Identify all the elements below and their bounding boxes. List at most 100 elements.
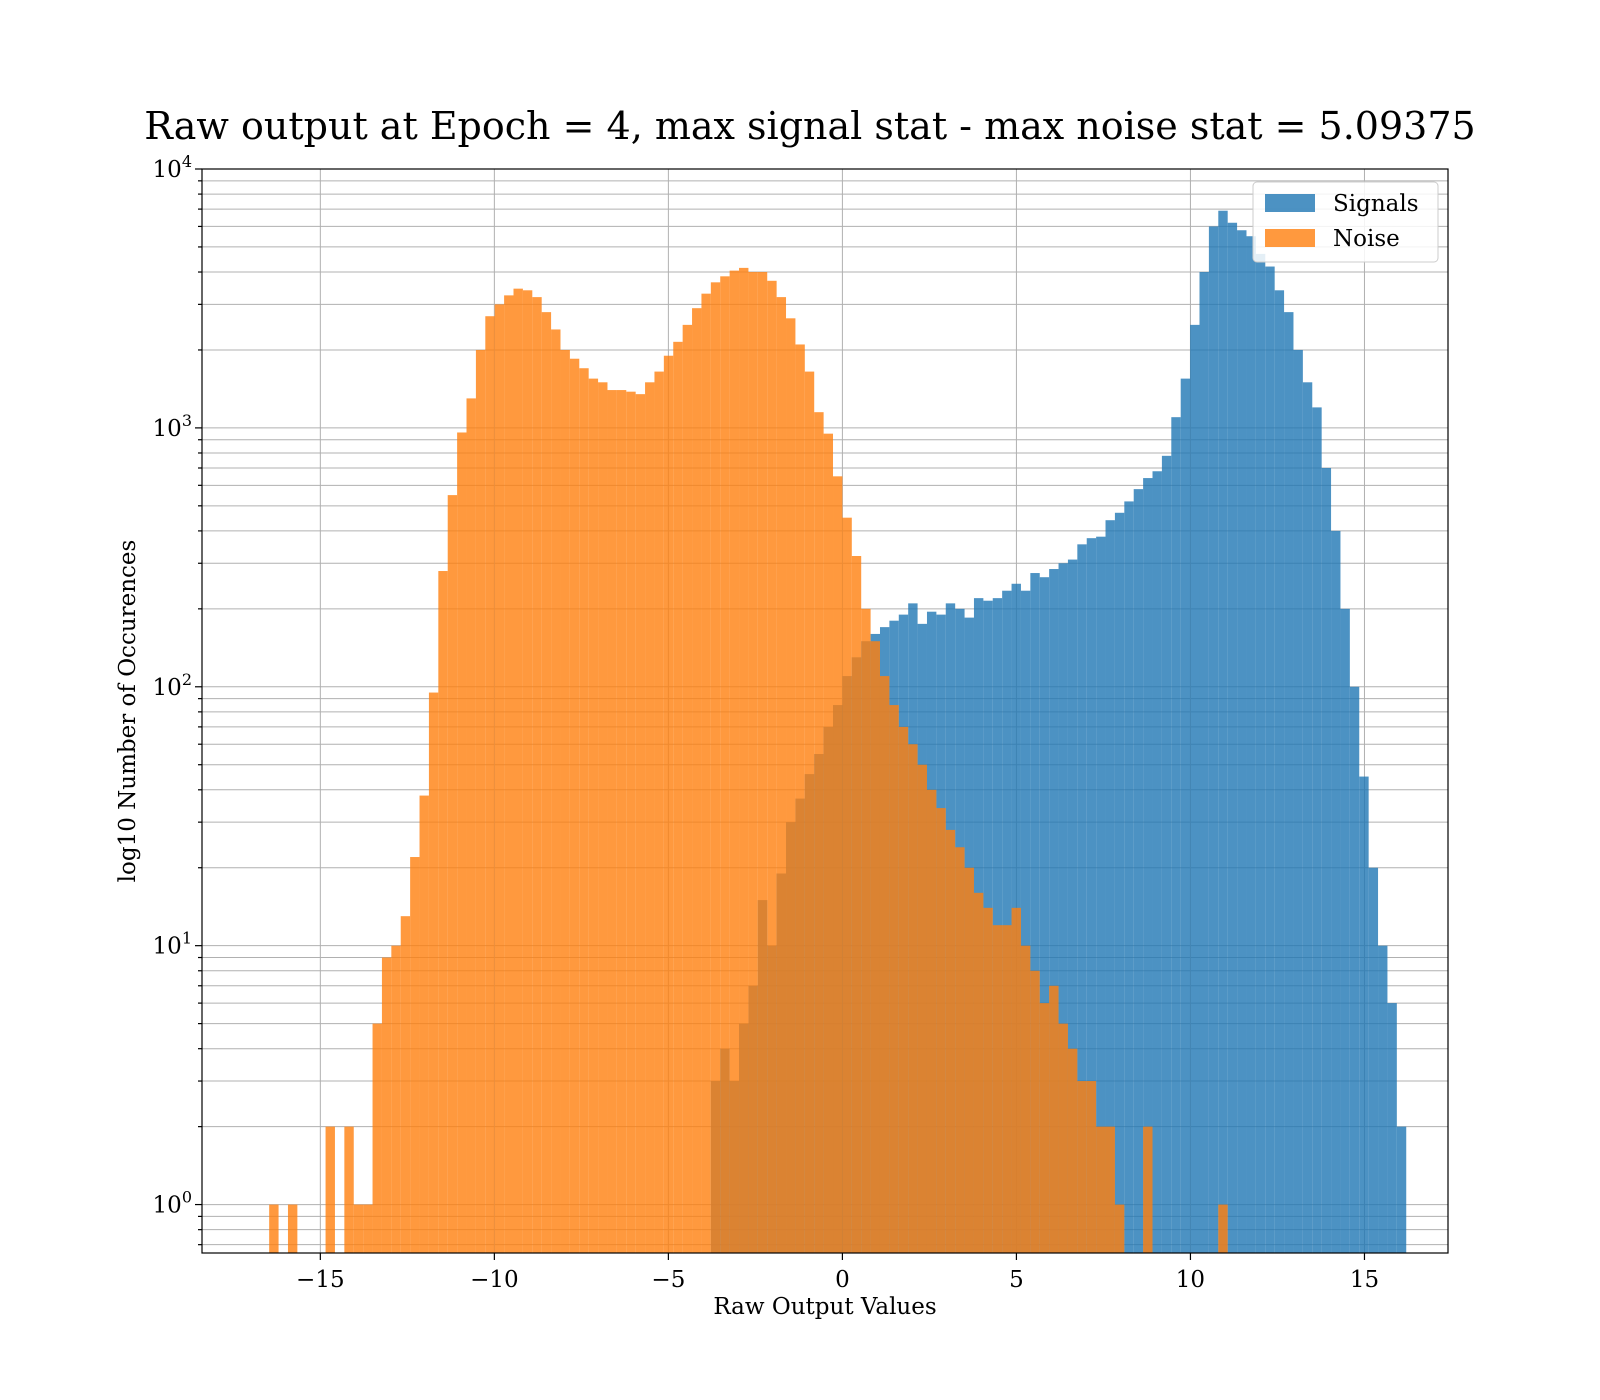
signals-bar [1067, 559, 1078, 1253]
noise-bar [936, 808, 946, 1253]
noise-bar [381, 957, 392, 1253]
noise-bar [635, 394, 646, 1254]
signals-bar [1058, 563, 1068, 1253]
x-tick-label: 5 [1009, 1267, 1024, 1293]
signals-bar [1378, 945, 1388, 1253]
noise-bar [598, 382, 608, 1253]
signals-bar [1255, 253, 1266, 1253]
noise-bar [1049, 985, 1059, 1253]
noise-bar [898, 726, 909, 1253]
signals-bar [1218, 210, 1228, 1253]
chart-title: Raw output at Epoch = 4, max signal stat… [144, 104, 1475, 148]
noise-bar [447, 495, 458, 1254]
noise-bar [438, 571, 448, 1253]
axes-layer: −15 −10 −5 0 5 10 15 100 101 102 103 104 [153, 152, 1449, 1293]
noise-bar [363, 1204, 373, 1253]
y-tick-label: 101 [153, 929, 192, 960]
signals-bar [1396, 1126, 1407, 1253]
noise-bar [710, 282, 721, 1253]
noise-bar [1020, 945, 1031, 1253]
noise-bar [908, 744, 918, 1253]
noise-bar [522, 290, 533, 1253]
signals-bar [1039, 577, 1050, 1253]
noise-bar [673, 341, 683, 1254]
noise-bar [1077, 1081, 1087, 1253]
x-tick-label: 15 [1350, 1267, 1379, 1293]
signals-bar [1246, 236, 1256, 1253]
noise-bar [541, 312, 552, 1253]
noise-bar [607, 390, 617, 1254]
noise-bar [532, 297, 542, 1254]
signals-bar [1002, 590, 1012, 1253]
signals-bar [1349, 686, 1360, 1253]
noise-bar [654, 371, 664, 1253]
signals-bar [1133, 489, 1144, 1253]
noise-bar [504, 295, 514, 1253]
signals-bar [1265, 266, 1275, 1253]
signals-bar [1077, 544, 1087, 1253]
signals-bar [1020, 590, 1031, 1253]
x-tick-label: −15 [296, 1267, 345, 1293]
y-tick-label: 103 [153, 411, 192, 442]
signals-bar [1274, 290, 1285, 1253]
y-tick-label: 102 [153, 670, 192, 701]
signals-bar [1171, 417, 1181, 1253]
noise-bar [626, 391, 636, 1254]
signals-bar [1359, 776, 1369, 1253]
legend-label-signals: Signals [1333, 191, 1419, 217]
noise-bar [1086, 1081, 1097, 1253]
noise-bar [804, 371, 815, 1253]
noise-bar [701, 293, 711, 1253]
legend-label-noise: Noise [1333, 226, 1400, 252]
signals-bar [1152, 471, 1162, 1254]
signals-bar [1124, 501, 1134, 1253]
noise-bar [729, 270, 740, 1253]
noise-bar [861, 608, 871, 1253]
x-tick-label: 10 [1176, 1267, 1205, 1293]
noise-bar [466, 398, 476, 1253]
signals-bar [1340, 608, 1350, 1253]
noise-bar [823, 433, 834, 1253]
noise-bar [917, 764, 927, 1253]
noise-bar [457, 432, 467, 1253]
signals-bar [1180, 378, 1191, 1253]
noise-bar [645, 382, 655, 1253]
signals-bar [1114, 512, 1125, 1253]
y-tick-label: 100 [153, 1188, 192, 1219]
legend-swatch-noise [1265, 229, 1315, 247]
noise-bar [400, 916, 411, 1253]
noise-bar [551, 329, 561, 1253]
signals-bar [1331, 530, 1341, 1253]
signals-bar [1030, 573, 1040, 1253]
noise-bar [1039, 1003, 1050, 1253]
noise-bar [569, 358, 580, 1254]
x-axis-label: Raw Output Values [713, 1294, 936, 1320]
signals-bar [1237, 230, 1247, 1254]
noise-bar [663, 355, 674, 1253]
noise-bar [879, 676, 890, 1253]
x-tick-label: −10 [470, 1267, 519, 1293]
noise-bar [513, 288, 523, 1254]
noise-bar [344, 1126, 354, 1253]
noise-bar [419, 795, 429, 1253]
noise-bar [842, 517, 852, 1253]
legend: Signals Noise [1252, 181, 1439, 263]
signals-bar [1199, 272, 1209, 1253]
noise-bar [814, 412, 824, 1253]
noise-bar [391, 945, 401, 1253]
noise-bar [1114, 1204, 1125, 1253]
noise-bar [579, 368, 589, 1254]
noise-bar [955, 847, 965, 1253]
noise-bar [616, 390, 627, 1254]
noise-bar [786, 318, 796, 1253]
noise-bar [1143, 1126, 1153, 1253]
noise-bar [372, 1023, 382, 1253]
signals-bar [1190, 324, 1200, 1253]
noise-bar [889, 705, 899, 1253]
signals-bar [1368, 867, 1379, 1253]
noise-bar [1058, 1023, 1068, 1253]
noise-bar [588, 378, 599, 1253]
y-axis-label: log10 Number of Occurences [115, 540, 141, 883]
noise-bar [795, 344, 805, 1254]
noise-bar [287, 1204, 298, 1253]
